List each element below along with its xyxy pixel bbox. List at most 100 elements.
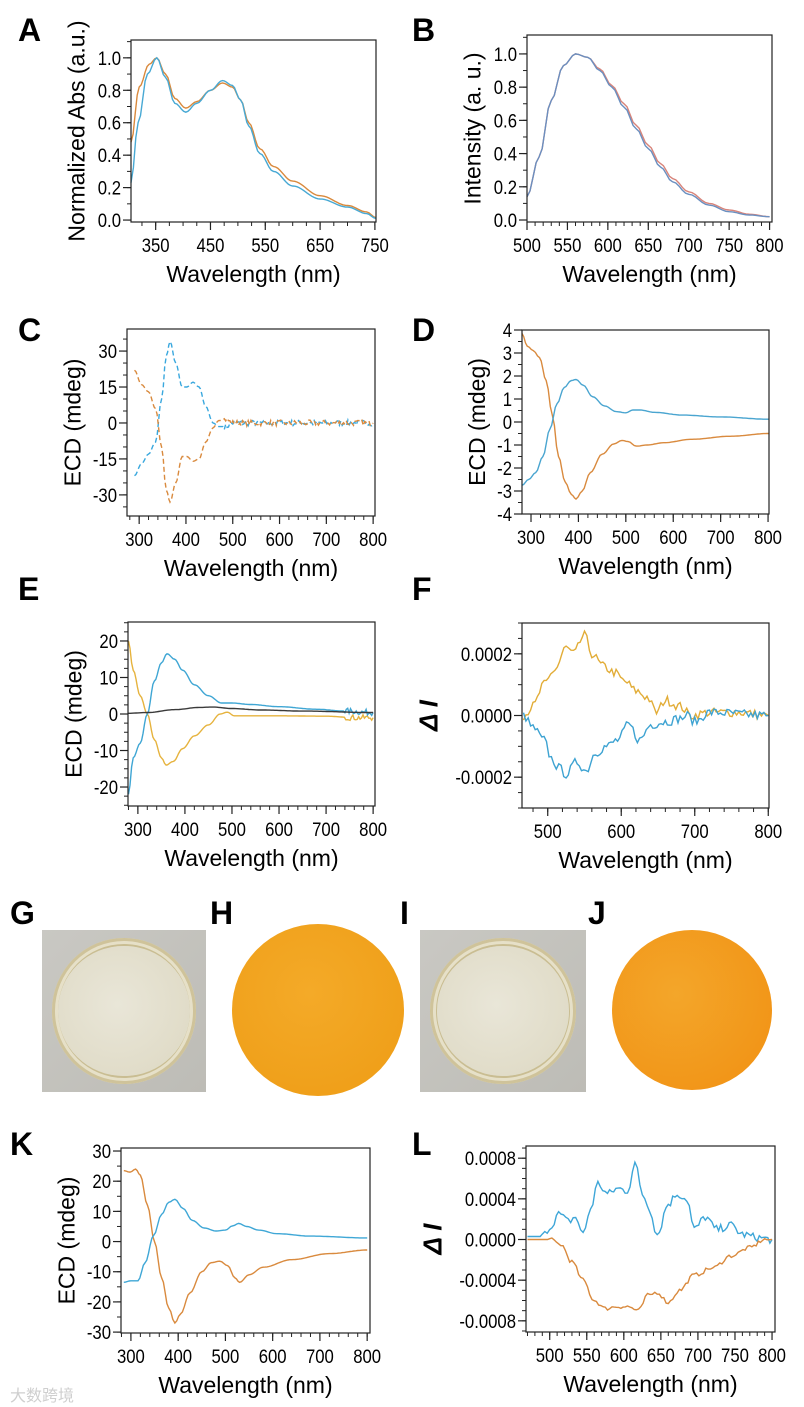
- chart-panel-l: 500 550 600 650 700 750 800 -0.0008 -0.0004 0.000…: [418, 1145, 786, 1397]
- chart-panel-b: 500 550 600 650 700 750 800 0.0 0.2 0.4 0.6 0.8 1.0 W…: [460, 34, 784, 287]
- x-axis-title: Wavelength (nm): [158, 1372, 332, 1398]
- y-tick-label: 0.0: [98, 210, 121, 231]
- plot-frame: [127, 621, 376, 807]
- y-tick-label: 1.0: [494, 44, 517, 65]
- x-tick-label: 500: [536, 1345, 564, 1366]
- y-axis-title: ECD (mdeg): [464, 358, 490, 486]
- y-tick-label: -10: [94, 741, 118, 762]
- y-tick-label: 0.2: [98, 178, 121, 199]
- series-line-blue: [521, 378, 769, 486]
- y-tick-label: -1: [497, 435, 512, 456]
- y-tick-label: 4: [503, 320, 512, 341]
- x-tick-label: 300: [125, 529, 153, 550]
- y-tick-label: 0.4: [494, 144, 517, 165]
- y-tick-label: 30: [98, 341, 117, 362]
- watermark: 大数跨境: [10, 1386, 75, 1405]
- x-tick-label: 300: [124, 819, 152, 840]
- y-axis-title: ECD (mdeg): [61, 650, 87, 778]
- x-tick-label: 600: [607, 821, 635, 842]
- y-tick-label: 0.8: [494, 77, 517, 98]
- y-tick-label: 10: [92, 1201, 111, 1222]
- chart-panel-c: 300 400 500 600 700 800 -30 -15 0 15 30 Wavelength …: [60, 328, 387, 581]
- y-tick-label: 15: [98, 377, 117, 398]
- photo-j-orange-film: [612, 930, 772, 1090]
- y-tick-label: 0.0000: [465, 1230, 516, 1251]
- series-line-blue: [526, 53, 770, 218]
- y-tick-label: -0.0008: [459, 1311, 516, 1332]
- y-tick-label: 3: [503, 343, 512, 364]
- x-tick-label: 800: [754, 821, 782, 842]
- y-tick-label: -15: [93, 449, 117, 470]
- x-tick-label: 700: [312, 529, 340, 550]
- x-tick-label: 300: [517, 527, 545, 548]
- y-tick-label: -20: [87, 1292, 111, 1313]
- y-tick-label: 0.0004: [465, 1189, 516, 1210]
- panel-letter-d: D: [412, 312, 436, 348]
- y-tick-label: 0: [108, 413, 117, 434]
- y-tick-label: 0.8: [98, 80, 121, 101]
- x-tick-label: 700: [306, 1346, 334, 1367]
- y-tick-label: 0.0000: [461, 706, 512, 727]
- x-tick-label: 550: [251, 235, 279, 256]
- x-tick-label: 750: [715, 235, 743, 256]
- y-tick-label: 0.2: [494, 177, 517, 198]
- series-line-yellow: [127, 640, 374, 766]
- x-tick-label: 800: [758, 1345, 786, 1366]
- y-tick-label: -2: [497, 458, 512, 479]
- series-line-blue: [522, 708, 769, 779]
- x-tick-label: 800: [359, 819, 387, 840]
- chart-panel-a: 350 450 550 650 750 0.0 0.2 0.4 0.6 0.8 1.0 Wavelen…: [64, 20, 389, 287]
- x-tick-label: 450: [197, 235, 225, 256]
- x-tick-label: 800: [353, 1346, 381, 1367]
- series-line-orange-dashed: [134, 369, 374, 504]
- x-tick-label: 800: [754, 527, 782, 548]
- x-tick-label: 750: [721, 1345, 749, 1366]
- plot-frame: [521, 329, 770, 515]
- series-line-blue-dashed: [134, 339, 374, 477]
- plot-frame: [120, 1147, 371, 1334]
- y-tick-label: 0.6: [494, 110, 517, 131]
- panel-letter-l: L: [412, 1126, 432, 1162]
- x-tick-label: 650: [634, 235, 662, 256]
- panel-letter-f: F: [412, 571, 432, 607]
- series-line-blue: [130, 56, 377, 220]
- y-tick-label: -4: [497, 504, 512, 525]
- x-tick-label: 550: [553, 235, 581, 256]
- series-line-red: [526, 53, 770, 218]
- x-axis-title: Wavelength (nm): [563, 1371, 737, 1397]
- x-tick-label: 400: [171, 819, 199, 840]
- x-tick-label: 700: [681, 821, 709, 842]
- y-tick-label: 0: [503, 412, 512, 433]
- x-tick-label: 750: [361, 235, 389, 256]
- y-tick-label: 30: [92, 1141, 111, 1162]
- x-tick-label: 800: [756, 235, 784, 256]
- series-line-yellow: [522, 629, 769, 722]
- x-tick-label: 400: [164, 1346, 192, 1367]
- photo-i-petri-dish: [420, 930, 586, 1092]
- y-axis-title: Δ I: [414, 699, 444, 732]
- x-tick-label: 400: [172, 529, 200, 550]
- series-line-blue: [527, 1160, 773, 1245]
- chart-panel-k: 300 400 500 600 700 800 -30 -20 -10 0 10 20 30 Wavele…: [54, 1141, 382, 1398]
- x-tick-label: 700: [312, 819, 340, 840]
- y-tick-label: 0.0: [494, 210, 517, 231]
- x-tick-label: 700: [675, 235, 703, 256]
- x-tick-label: 600: [594, 235, 622, 256]
- y-axis-title: Intensity (a. u.): [460, 52, 486, 204]
- panel-letter-e: E: [18, 571, 40, 607]
- y-tick-label: 0.6: [98, 113, 121, 134]
- y-tick-label: 0.0008: [465, 1148, 516, 1169]
- panel-letter-a: A: [18, 12, 42, 48]
- x-tick-label: 600: [259, 1346, 287, 1367]
- panel-letter-c: C: [18, 312, 42, 348]
- series-line-orange: [130, 56, 377, 219]
- x-tick-label: 400: [564, 527, 592, 548]
- panel-letter-j: J: [588, 895, 606, 931]
- y-axis-title: ECD (mdeg): [54, 1177, 80, 1305]
- plot-frame: [130, 39, 377, 223]
- series-line-blue: [127, 653, 374, 795]
- x-tick-label: 500: [218, 819, 246, 840]
- series-line-orange: [527, 1237, 773, 1312]
- y-tick-label: -0.0004: [459, 1270, 516, 1291]
